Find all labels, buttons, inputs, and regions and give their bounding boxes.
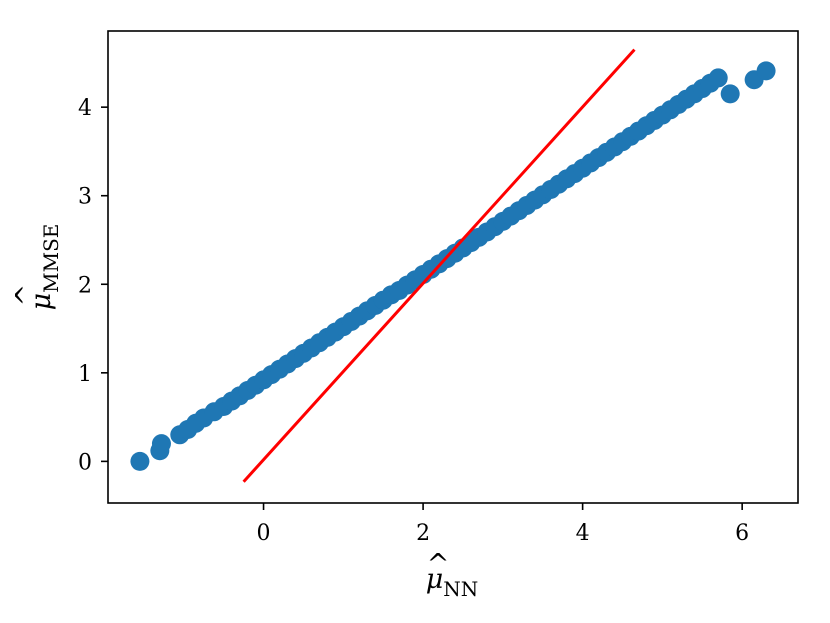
axis-ticks: 0 2 4 6 0 1 2 3 4 [78, 96, 749, 546]
x-axis-label: μNN^ [426, 549, 479, 601]
y-tick-label: 1 [78, 362, 92, 387]
axis-label-text: μNN [426, 564, 479, 601]
x-tick-label: 0 [257, 521, 271, 546]
scatter-point [151, 434, 171, 454]
scatter-point [756, 61, 776, 81]
axis-label-hat: ^ [427, 549, 450, 580]
scatter-point [720, 84, 740, 104]
axis-label-symbol: μ [26, 293, 57, 311]
axis-label-text: μMMSE [26, 224, 63, 311]
data-marks [130, 48, 776, 483]
reference-line [242, 48, 636, 483]
x-tick-label: 4 [576, 521, 590, 546]
y-tick-label: 4 [78, 96, 92, 121]
axis-label-hat: ^ [11, 284, 42, 307]
axis-label-subscript: NN [443, 577, 478, 601]
y-tick-label: 3 [78, 185, 92, 210]
x-tick-label: 6 [735, 521, 749, 546]
y-tick-label: 2 [78, 273, 92, 298]
scatter-point [130, 451, 150, 471]
x-tick-label: 2 [416, 521, 430, 546]
axis-label-subscript: MMSE [39, 224, 63, 293]
y-tick-label: 0 [78, 450, 92, 475]
axis-label-symbol: μ [426, 564, 444, 595]
y-axis-label: μMMSE^ [11, 224, 63, 311]
scatter-point [708, 68, 728, 88]
plot-frame [107, 30, 799, 504]
